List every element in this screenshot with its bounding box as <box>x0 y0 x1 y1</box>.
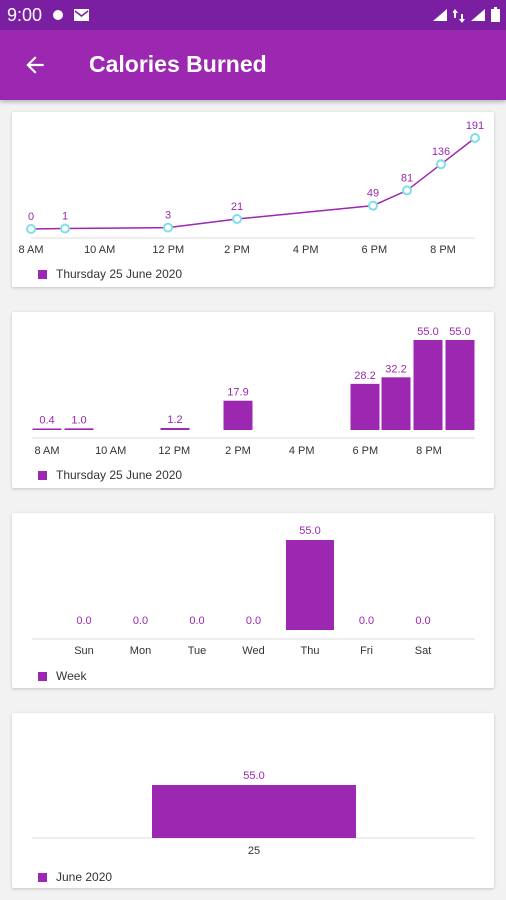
data-label: 0.4 <box>39 415 54 427</box>
data-point <box>402 185 412 196</box>
data-label: 28.2 <box>354 370 375 382</box>
bar <box>350 383 380 430</box>
data-label: 17.9 <box>227 387 248 399</box>
bar <box>445 340 475 430</box>
data-label: 81 <box>401 172 413 184</box>
x-tick-label: Mon <box>130 645 151 657</box>
hourly-bar-chart: 8 AM 10 AM 12 PM 2 PM 4 PM 6 PM 8 PM 0.4 1.0 1.2 1… <box>32 326 475 457</box>
bar <box>64 428 94 430</box>
hourly-line-chart-card: 8 AM 10 AM 12 PM 2 PM 4 PM 6 PM 8 PM 0 1 3 21 49 81 1… <box>12 112 494 287</box>
data-label: 3 <box>165 210 171 222</box>
weekly-bar-chart-card: 0.0 Sun 0.0 Mon 0.0 Tue 0.0 Wed 55.0 Thu 0.0 Fri 0.0… <box>12 513 494 688</box>
data-label: 21 <box>231 201 243 213</box>
data-label: 55.0 <box>417 326 438 338</box>
page-title: Calories Burned <box>89 51 267 77</box>
bar <box>413 340 443 430</box>
data-label: 1 <box>62 211 68 223</box>
legend: Week <box>38 669 86 683</box>
data-point <box>470 133 480 143</box>
data-label: 1.2 <box>167 414 182 426</box>
series-line <box>30 137 476 230</box>
hourly-bar-chart-card: 8 AM 10 AM 12 PM 2 PM 4 PM 6 PM 8 PM 0.4 1.0 1.2 1… <box>12 312 494 488</box>
x-tick-label: Tue <box>188 645 207 657</box>
x-tick-label: 8 PM <box>430 244 456 256</box>
legend-swatch <box>38 872 47 882</box>
bar <box>160 428 190 430</box>
data-label: 0 <box>28 211 34 223</box>
data-label: 49 <box>367 188 379 200</box>
x-tick-label: Thu <box>301 645 320 657</box>
x-tick-label: 2 PM <box>225 445 251 457</box>
data-label: 0.0 <box>189 615 204 627</box>
data-label: 0.0 <box>359 615 374 627</box>
data-label: 32.2 <box>385 363 406 375</box>
legend-label: Week <box>56 669 87 683</box>
data-label: 0.0 <box>76 615 91 627</box>
hourly-line-chart: 8 AM 10 AM 12 PM 2 PM 4 PM 6 PM 8 PM 0 1 3 21 49 81 1… <box>18 120 484 256</box>
data-label: 1.0 <box>71 414 86 426</box>
x-tick-label: 10 AM <box>84 244 115 256</box>
bar <box>152 785 356 838</box>
app-bar: Calories Burned <box>0 30 506 100</box>
data-label: 55.0 <box>243 770 264 782</box>
x-tick-label: 4 PM <box>293 244 319 256</box>
x-tick-label: 25 <box>248 845 260 857</box>
bar <box>32 428 62 430</box>
x-tick-label: 8 AM <box>18 244 43 256</box>
gmail-icon <box>74 9 89 21</box>
data-label: 191 <box>466 120 484 132</box>
legend-swatch <box>38 671 47 681</box>
data-label: 55.0 <box>449 326 470 338</box>
legend-swatch <box>38 269 47 279</box>
data-point <box>26 224 36 234</box>
data-point <box>436 159 446 170</box>
status-time: 9:00 <box>7 5 43 25</box>
bar <box>286 540 334 630</box>
arrow-back-icon[interactable] <box>22 52 48 78</box>
data-point <box>60 223 70 234</box>
x-tick-label: 4 PM <box>289 445 315 457</box>
signal-icon <box>433 9 447 21</box>
data-point <box>232 213 242 224</box>
legend-label: Thursday 25 June 2020 <box>56 468 183 482</box>
notification-icon <box>53 10 63 20</box>
bar <box>381 377 411 430</box>
legend: Thursday 25 June 2020 <box>38 468 182 482</box>
x-tick-label: 2 PM <box>224 244 250 256</box>
x-tick-label: 8 PM <box>416 445 442 457</box>
data-label: 0.0 <box>246 615 261 627</box>
monthly-bar-chart: 55.0 25 <box>32 770 475 857</box>
x-tick-label: Wed <box>242 645 264 657</box>
x-tick-label: Sun <box>74 645 94 657</box>
status-bar: 9:00 <box>0 0 506 30</box>
x-tick-label: 6 PM <box>352 445 378 457</box>
x-tick-label: 8 AM <box>34 445 59 457</box>
x-tick-label: 10 AM <box>95 445 126 457</box>
battery-icon <box>491 7 500 22</box>
data-icon <box>453 9 465 23</box>
data-point <box>163 222 173 233</box>
weekly-bar-chart: 0.0 Sun 0.0 Mon 0.0 Tue 0.0 Wed 55.0 Thu 0.0 Fri 0.0… <box>32 525 475 657</box>
x-tick-label: 12 PM <box>158 445 190 457</box>
x-tick-label: Fri <box>360 645 373 657</box>
bar <box>223 400 253 430</box>
data-point <box>368 200 378 211</box>
legend: June 2020 <box>38 870 112 884</box>
signal-2-icon <box>471 9 485 21</box>
x-tick-label: 6 PM <box>361 244 387 256</box>
legend-label: June 2020 <box>56 870 113 884</box>
legend: Thursday 25 June 2020 <box>38 267 182 281</box>
x-tick-label: Sat <box>415 645 432 657</box>
data-label: 136 <box>432 146 450 158</box>
x-tick-label: 12 PM <box>152 244 184 256</box>
data-label: 0.0 <box>133 615 148 627</box>
legend-swatch <box>38 470 47 480</box>
legend-label: Thursday 25 June 2020 <box>56 267 183 281</box>
monthly-bar-chart-card: 55.0 25 June 2020 <box>12 713 494 888</box>
data-label: 55.0 <box>299 525 320 537</box>
data-label: 0.0 <box>415 615 430 627</box>
